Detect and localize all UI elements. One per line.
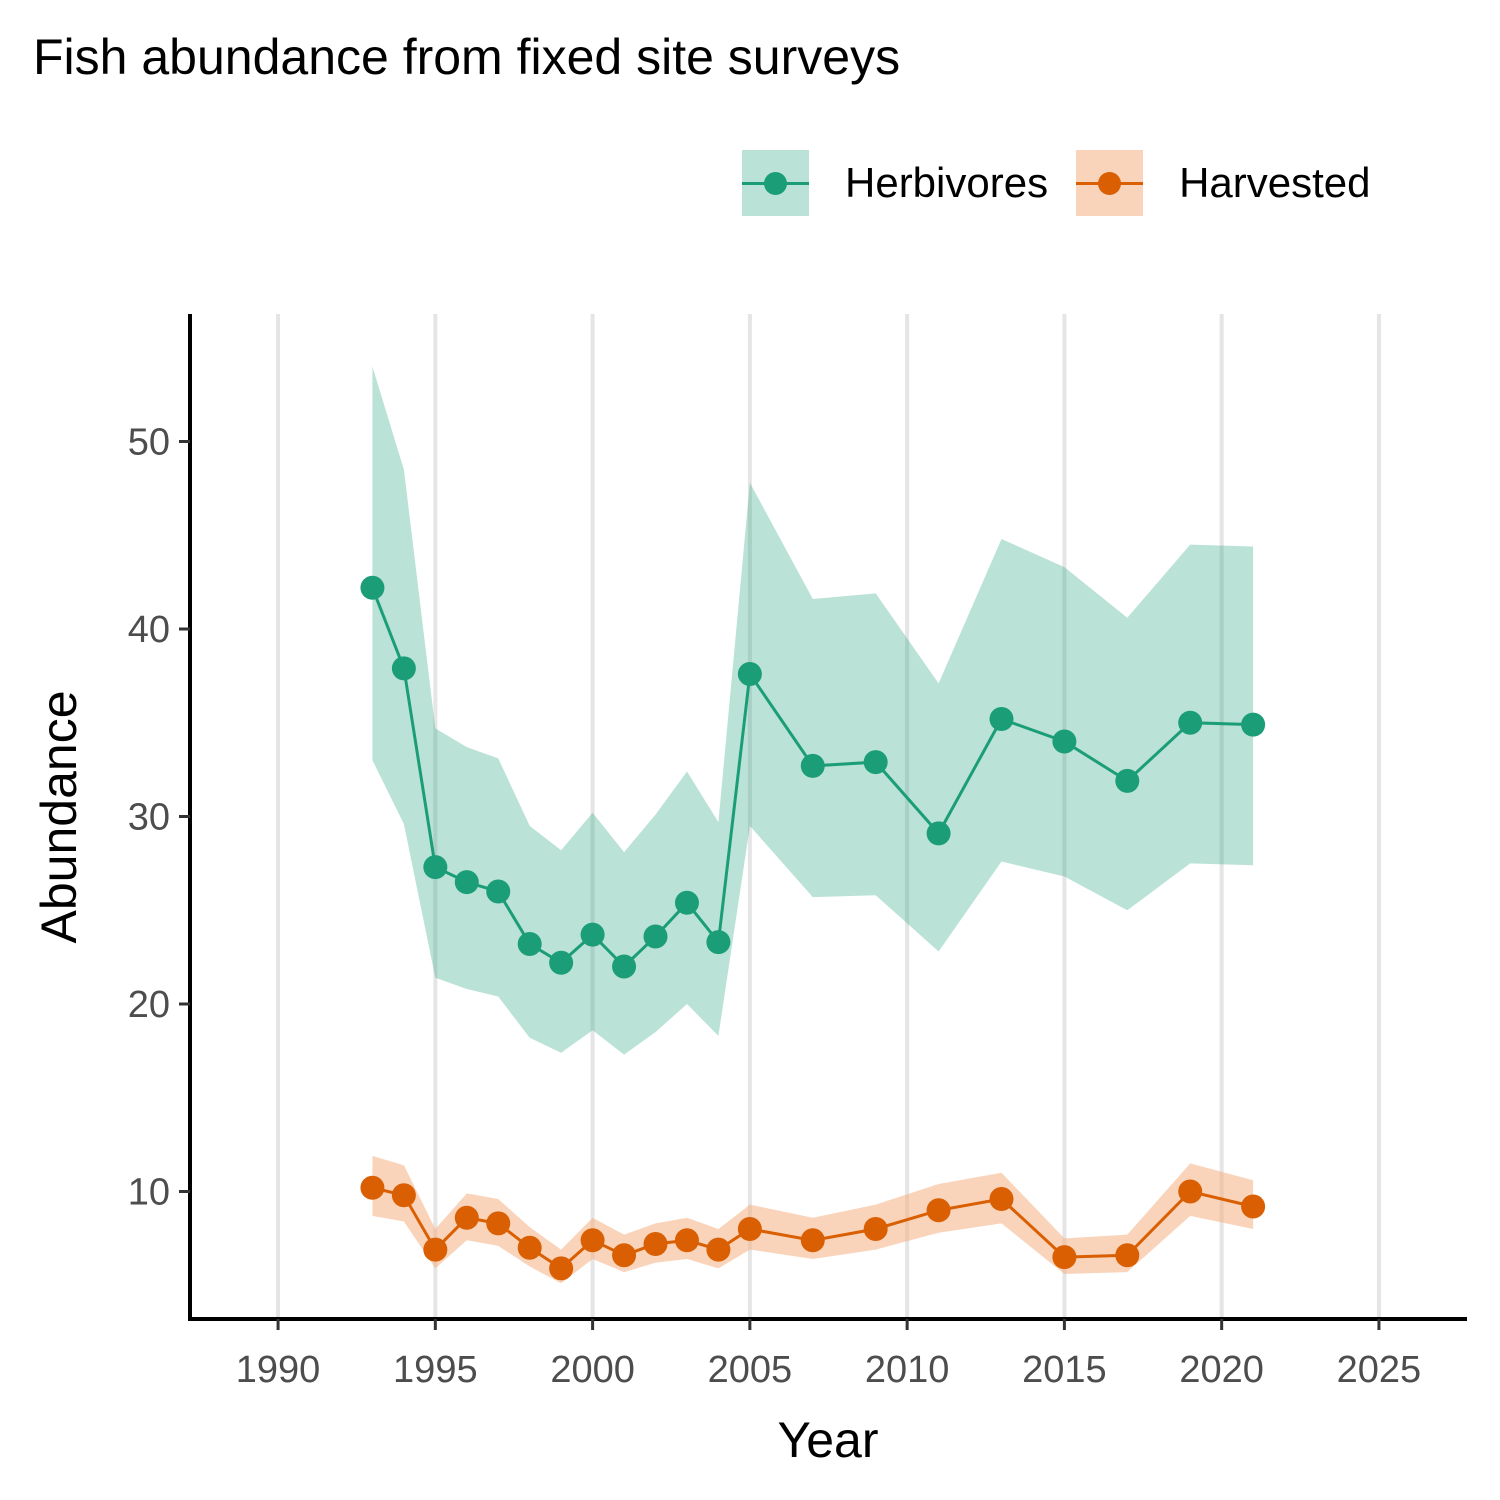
axis-layer: 1990 1995 2000 2005 2010 2015 2020 2025 10 20 30 40… — [128, 314, 1467, 1391]
legend-item-harvested: Harvested — [1076, 150, 1371, 216]
chart-title: Fish abundance from fixed site surveys — [33, 29, 901, 85]
y-tick-label-10: 10 — [128, 1172, 170, 1214]
data-point-herbivores-1994 — [391, 656, 416, 681]
legend-key-harvested — [1076, 150, 1144, 216]
legend-label-harvested: Harvested — [1179, 159, 1371, 206]
legend-dot-harvested — [1098, 172, 1122, 195]
data-point-herbivores-2004 — [706, 930, 731, 955]
x-tick-label-2015: 2015 — [1022, 1349, 1107, 1391]
legend-item-herbivores: Herbivores — [742, 150, 1048, 216]
x-tick-label-2025: 2025 — [1337, 1349, 1422, 1391]
data-point-herbivores-1999 — [549, 950, 574, 975]
y-tick-label-20: 20 — [128, 984, 170, 1026]
data-point-herbivores-1996 — [454, 870, 479, 895]
legend-dot-herbivores — [764, 172, 787, 195]
y-axis-title: Abundance — [31, 690, 87, 943]
data-point-herbivores-2002 — [643, 924, 668, 949]
data-point-harvested-2000 — [580, 1228, 605, 1253]
data-point-harvested-1996 — [454, 1205, 479, 1230]
legend-label-herbivores: Herbivores — [845, 159, 1049, 206]
data-point-herbivores-1993 — [360, 575, 385, 600]
band-layer — [372, 366, 1254, 1284]
data-point-harvested-1994 — [391, 1183, 416, 1208]
data-point-harvested-2007 — [800, 1228, 825, 1253]
legend-key-herbivores — [742, 150, 809, 216]
data-point-harvested-1993 — [360, 1175, 385, 1200]
x-tick-label-2005: 2005 — [708, 1349, 793, 1391]
data-point-harvested-2013 — [989, 1187, 1014, 1211]
data-point-herbivores-2021 — [1241, 712, 1266, 737]
data-point-herbivores-1995 — [423, 855, 448, 880]
data-point-herbivores-1998 — [517, 932, 542, 956]
data-point-herbivores-2005 — [737, 662, 762, 686]
data-point-harvested-2009 — [863, 1217, 888, 1241]
x-tick-label-1995: 1995 — [393, 1349, 478, 1391]
data-point-harvested-2002 — [643, 1232, 668, 1256]
x-tick-label-2000: 2000 — [550, 1349, 635, 1391]
data-point-harvested-1995 — [423, 1237, 448, 1262]
data-point-herbivores-2011 — [926, 821, 951, 846]
y-tick-label-40: 40 — [128, 609, 170, 651]
point-layer — [360, 575, 1266, 1281]
data-point-herbivores-2015 — [1052, 729, 1077, 754]
ci-band-herbivores — [372, 366, 1254, 1055]
data-point-herbivores-2017 — [1115, 768, 1140, 793]
data-point-harvested-2017 — [1115, 1243, 1140, 1268]
data-point-herbivores-2019 — [1178, 710, 1203, 735]
data-point-herbivores-1997 — [486, 879, 511, 904]
data-point-herbivores-2009 — [863, 750, 888, 775]
data-point-harvested-2004 — [706, 1237, 731, 1262]
data-point-herbivores-2000 — [580, 922, 605, 947]
data-point-harvested-2011 — [926, 1198, 951, 1223]
legend: Herbivores Harvested — [742, 150, 1399, 216]
grid-layer — [276, 314, 1381, 1319]
data-point-harvested-2021 — [1241, 1194, 1266, 1219]
data-point-herbivores-2001 — [612, 954, 637, 979]
data-point-harvested-2003 — [674, 1228, 699, 1253]
data-point-harvested-2005 — [737, 1217, 762, 1241]
data-point-herbivores-2007 — [800, 753, 825, 778]
data-point-harvested-1997 — [486, 1211, 511, 1236]
x-tick-label-1990: 1990 — [236, 1349, 321, 1391]
x-tick-label-2010: 2010 — [865, 1349, 950, 1391]
data-point-harvested-2019 — [1178, 1179, 1203, 1204]
data-point-harvested-1999 — [549, 1256, 574, 1281]
y-tick-label-50: 50 — [128, 422, 170, 464]
data-point-harvested-1998 — [517, 1235, 542, 1260]
x-tick-label-2020: 2020 — [1179, 1349, 1264, 1391]
data-point-harvested-2015 — [1052, 1245, 1077, 1270]
y-tick-label-30: 30 — [128, 797, 170, 839]
data-point-herbivores-2013 — [989, 707, 1014, 731]
data-point-herbivores-2003 — [674, 890, 699, 915]
x-axis-title: Year — [777, 1412, 878, 1468]
data-point-harvested-2001 — [612, 1243, 637, 1268]
